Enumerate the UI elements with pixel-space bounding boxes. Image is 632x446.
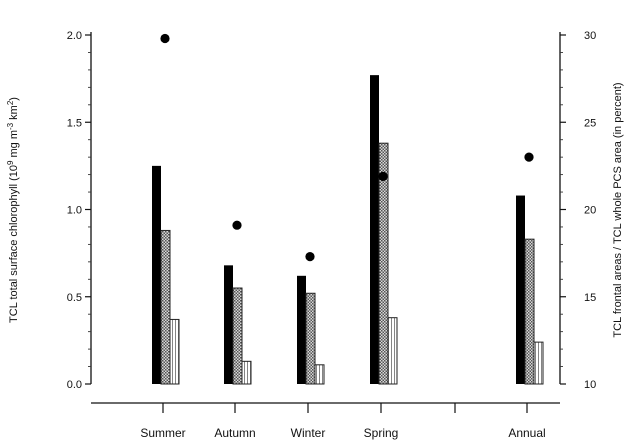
bar-checker — [305, 292, 316, 385]
bar-checker — [378, 142, 389, 385]
bar-solid — [297, 275, 306, 384]
y-axis-title: TCL total surface chlorophyll (109 mg m-… — [6, 97, 20, 323]
dot-marker — [232, 220, 242, 230]
right-tick-label: 25 — [584, 117, 596, 129]
left-tick-label: 1.0 — [67, 205, 82, 217]
dot-marker — [524, 152, 534, 162]
right-tick-label: 20 — [584, 205, 596, 217]
bar-hatched — [387, 317, 398, 385]
x-tick-label: Summer — [140, 426, 185, 440]
dot-marker — [378, 171, 388, 181]
bar-solid — [152, 165, 161, 384]
bar-hatched — [314, 364, 325, 385]
bar-hatched — [169, 318, 180, 385]
x-tick-label: Spring — [364, 426, 399, 440]
x-tick-label: Winter — [291, 426, 326, 440]
y2-axis-title: TCL frontal areas / TCL whole PCS area (… — [612, 82, 624, 337]
bar-hatched — [241, 360, 252, 385]
left-tick-label: 1.5 — [67, 117, 82, 129]
bar-checker — [232, 287, 243, 385]
bar-solid — [516, 195, 525, 384]
left-tick-label: 0.0 — [67, 379, 82, 391]
right-tick-label: 15 — [584, 292, 596, 304]
bar-checker — [524, 238, 535, 385]
bar-solid — [370, 75, 379, 384]
right-tick-label: 10 — [584, 379, 596, 391]
left-tick-label: 0.5 — [67, 292, 82, 304]
bar-solid — [224, 265, 233, 384]
data-marks — [152, 33, 544, 385]
axes: 0.0 0.5 1.0 1.5 2.0 10 15 20 25 30 Summer Autumn Win… — [67, 30, 597, 440]
dot-marker — [160, 33, 170, 44]
right-tick-label: 30 — [584, 30, 596, 42]
bar-hatched — [533, 341, 544, 385]
x-tick-label: Autumn — [214, 426, 255, 440]
left-tick-label: 2.0 — [67, 30, 82, 42]
x-tick-label: Annual — [508, 426, 545, 440]
dot-marker — [305, 252, 315, 262]
bar-checker — [160, 229, 171, 385]
